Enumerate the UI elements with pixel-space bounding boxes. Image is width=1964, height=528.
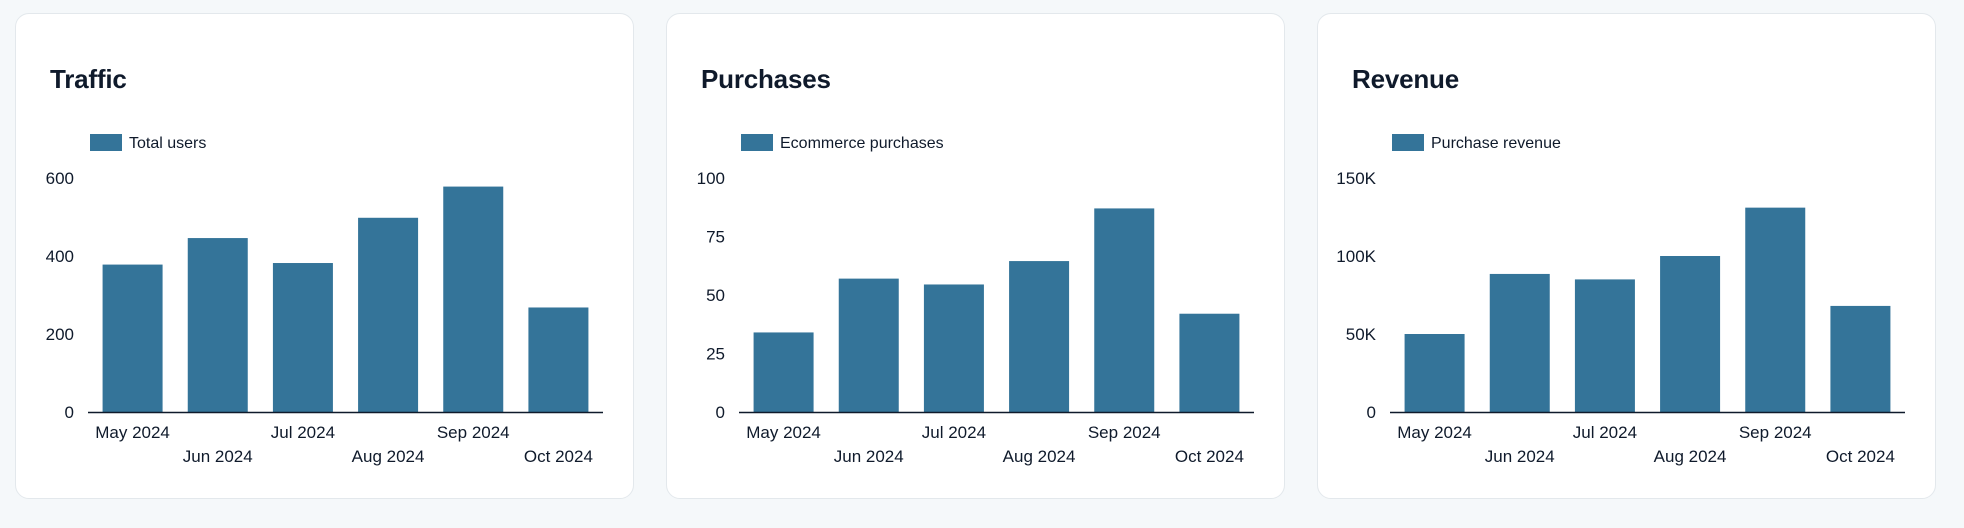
y-tick-label: 100K <box>1336 247 1376 266</box>
x-tick-label: Oct 2024 <box>1175 447 1244 466</box>
revenue-card: Revenue Purchase revenue 0 50K 100K 150K May … <box>1317 13 1936 499</box>
purchases-bar-chart: Ecommerce purchases 0 25 50 75 100 May 2024 Jun… <box>697 134 1254 466</box>
y-tick-label: 0 <box>65 403 74 422</box>
legend-label: Purchase revenue <box>1431 135 1561 152</box>
x-tick-label: Oct 2024 <box>1826 447 1895 466</box>
y-tick-label: 400 <box>46 247 74 266</box>
y-tick-label: 25 <box>706 345 725 364</box>
traffic-card: Traffic Total users 0 200 400 600 May 2024 Jun… <box>15 13 634 499</box>
bar <box>358 217 419 412</box>
bar <box>528 307 589 412</box>
traffic-bar-chart: Total users 0 200 400 600 May 2024 Jun 2024 Jul… <box>46 134 603 466</box>
x-tick-label: Sep 2024 <box>1088 423 1161 442</box>
x-tick-label: Jun 2024 <box>834 447 904 466</box>
x-tick-label: Jul 2024 <box>1573 423 1637 442</box>
legend-label: Ecommerce purchases <box>780 135 944 152</box>
x-tick-label: Jun 2024 <box>183 447 253 466</box>
bar <box>1489 273 1550 412</box>
x-tick-label: Aug 2024 <box>1654 447 1727 466</box>
legend-swatch <box>741 134 773 151</box>
x-tick-label: May 2024 <box>1397 423 1472 442</box>
x-tick-label: Sep 2024 <box>437 423 510 442</box>
bar <box>443 186 504 412</box>
bar <box>1745 207 1806 412</box>
x-tick-label: Aug 2024 <box>352 447 425 466</box>
y-tick-label: 50K <box>1346 325 1377 344</box>
x-tick-label: Oct 2024 <box>524 447 593 466</box>
bar <box>753 332 814 412</box>
x-tick-label: Jul 2024 <box>271 423 335 442</box>
x-tick-label: Aug 2024 <box>1003 447 1076 466</box>
x-tick-label: May 2024 <box>95 423 170 442</box>
bar <box>923 284 984 412</box>
bar <box>1009 261 1070 412</box>
card-title: Traffic <box>50 64 127 94</box>
revenue-bar-chart: Purchase revenue 0 50K 100K 150K May 2024 Jun … <box>1336 134 1905 466</box>
y-tick-label: 200 <box>46 325 74 344</box>
x-tick-label: Sep 2024 <box>1739 423 1812 442</box>
y-tick-label: 0 <box>1367 403 1376 422</box>
bar <box>1660 256 1721 412</box>
bar <box>102 264 163 412</box>
y-tick-label: 600 <box>46 169 74 188</box>
y-tick-label: 50 <box>706 286 725 305</box>
bar <box>1094 208 1155 412</box>
card-title: Revenue <box>1352 64 1459 94</box>
y-tick-label: 150K <box>1336 169 1376 188</box>
bar <box>187 238 248 412</box>
bar <box>1179 313 1240 412</box>
y-tick-label: 100 <box>697 169 725 188</box>
x-tick-label: Jul 2024 <box>922 423 986 442</box>
y-tick-label: 0 <box>716 403 725 422</box>
y-tick-label: 75 <box>706 228 725 247</box>
legend-swatch <box>1392 134 1424 151</box>
bar <box>1830 305 1891 412</box>
bar <box>1404 334 1465 412</box>
bar <box>272 263 333 412</box>
x-tick-label: May 2024 <box>746 423 821 442</box>
x-tick-label: Jun 2024 <box>1485 447 1555 466</box>
legend-label: Total users <box>129 135 206 152</box>
card-title: Purchases <box>701 64 831 94</box>
bar <box>838 278 899 412</box>
bar <box>1574 279 1635 412</box>
purchases-card: Purchases Ecommerce purchases 0 25 50 75 100 M… <box>666 13 1285 499</box>
legend-swatch <box>90 134 122 151</box>
